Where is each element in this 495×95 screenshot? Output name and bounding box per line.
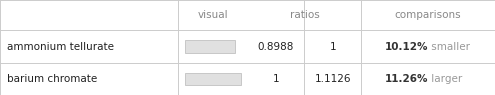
Text: smaller: smaller [428, 42, 470, 52]
Text: comparisons: comparisons [395, 10, 461, 20]
Text: 11.26%: 11.26% [385, 74, 428, 84]
Bar [185, 73, 241, 85]
Text: 1: 1 [273, 74, 279, 84]
Text: barium chromate: barium chromate [7, 74, 98, 84]
Text: larger: larger [428, 74, 462, 84]
Text: ammonium tellurate: ammonium tellurate [7, 42, 114, 52]
Text: 1.1126: 1.1126 [315, 74, 351, 84]
Bar [185, 40, 235, 53]
Text: visual: visual [198, 10, 228, 20]
Text: 1: 1 [330, 42, 336, 52]
Text: ratios: ratios [290, 10, 319, 20]
Text: 0.8988: 0.8988 [258, 42, 294, 52]
Text: 10.12%: 10.12% [385, 42, 428, 52]
